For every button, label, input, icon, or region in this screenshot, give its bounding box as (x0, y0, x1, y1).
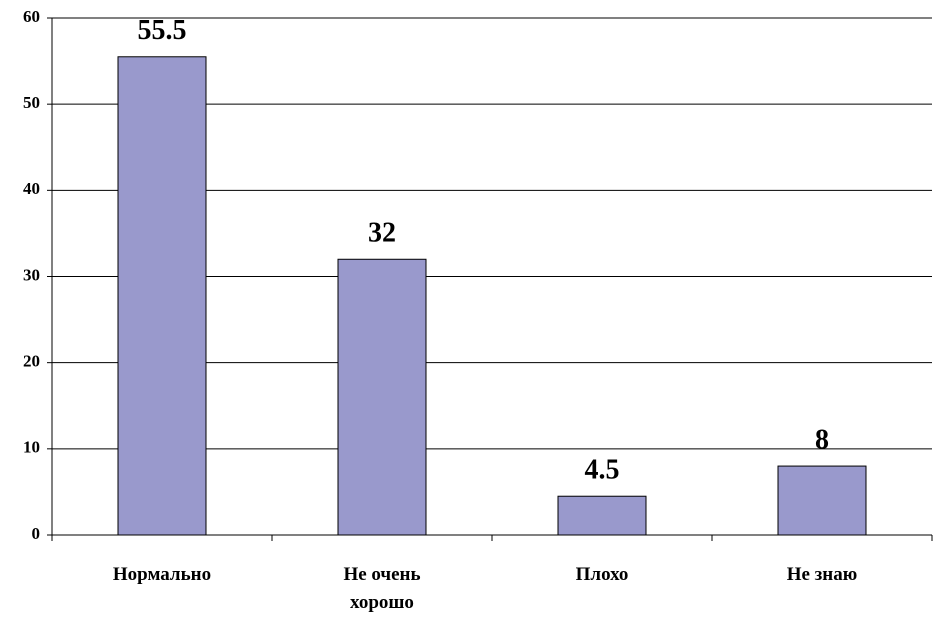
data-label: 8 (815, 424, 829, 455)
bar (777, 465, 867, 536)
bar (337, 258, 427, 536)
data-label: 4.5 (585, 455, 620, 486)
x-tick-label: Плохо (575, 564, 629, 585)
y-tick-label: 0 (32, 524, 41, 543)
x-tick-label: Не знаю (786, 564, 858, 585)
data-label: 55.5 (138, 15, 187, 46)
y-tick-label: 10 (23, 438, 40, 457)
y-tick-label: 30 (23, 265, 40, 284)
bar (557, 495, 647, 536)
y-tick-label: 50 (23, 93, 40, 112)
x-tick-label: Нормально (112, 564, 212, 585)
x-tick-label: Не очень хорошо (343, 564, 421, 613)
bar (117, 56, 207, 536)
y-tick-label: 20 (23, 352, 40, 371)
y-tick-label: 40 (23, 179, 40, 198)
y-tick-label: 60 (23, 7, 40, 26)
data-label: 32 (368, 218, 396, 249)
